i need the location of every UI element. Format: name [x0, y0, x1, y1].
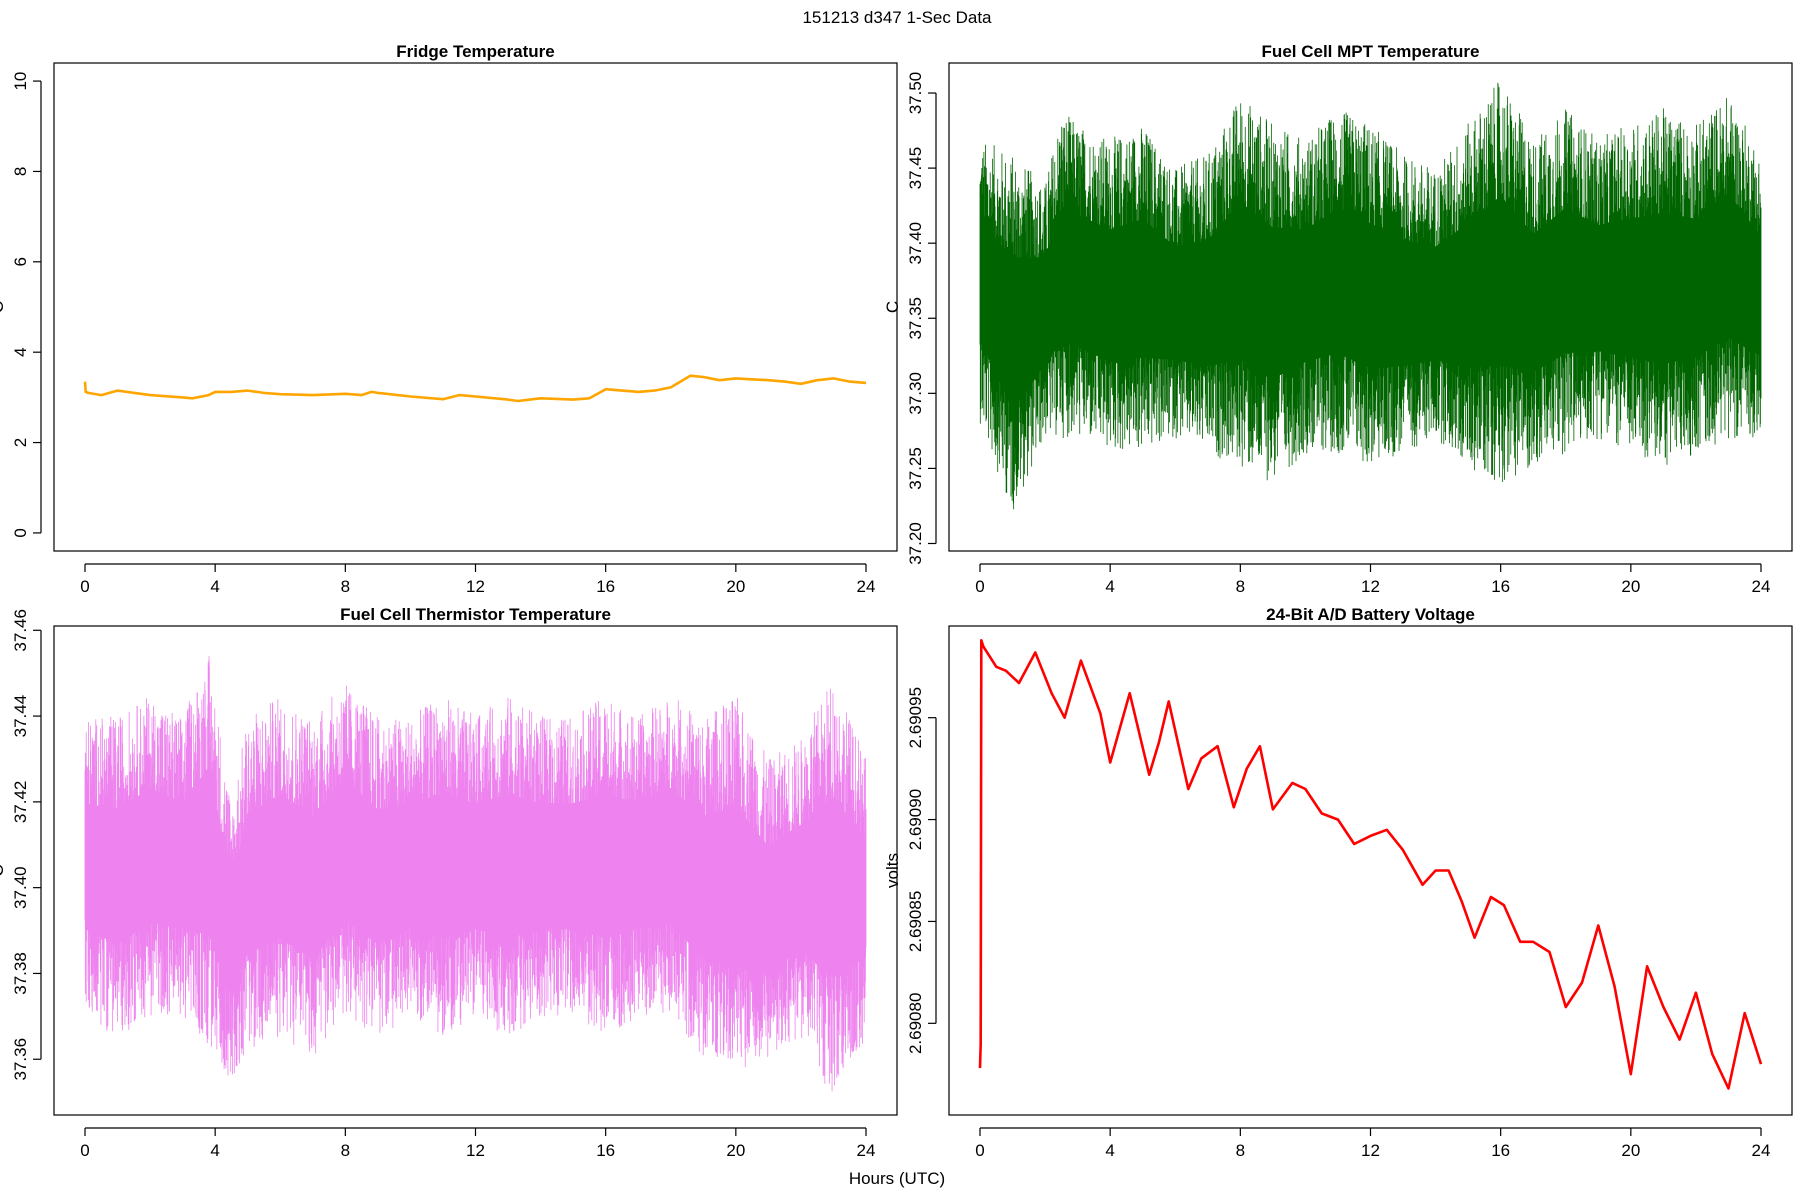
y-tick-label: 8 [11, 167, 30, 176]
x-tick-label: 24 [1752, 577, 1771, 596]
x-tick-label: 8 [1236, 577, 1245, 596]
x-tick-label: 16 [1491, 1141, 1510, 1160]
y-tick-label: 2.69095 [906, 687, 925, 748]
chart-panel-2: Fuel Cell MPT Temperature 0 4 8 12 16 20 24 37.2… [883, 42, 1793, 596]
y-axis-label: C [0, 864, 7, 876]
x-tick-label: 24 [1752, 1141, 1771, 1160]
y-tick-label: 37.40 [906, 222, 925, 265]
plot-frame [948, 625, 1793, 1116]
x-tick-label: 20 [726, 1141, 745, 1160]
y-axis-label: volts [883, 853, 902, 888]
panel-title: Fuel Cell MPT Temperature [1262, 42, 1480, 61]
x-tick-label: 24 [857, 1141, 876, 1160]
x-tick-label: 20 [726, 577, 745, 596]
x-tick-label: 4 [1105, 1141, 1114, 1160]
figure-xlabel: Hours (UTC) [849, 1169, 945, 1188]
panel-title: Fuel Cell Thermistor Temperature [340, 605, 611, 624]
y-tick-label: 0 [11, 528, 30, 537]
y-tick-label: 37.25 [906, 447, 925, 490]
y-tick-label: 2.69090 [906, 789, 925, 850]
x-tick-label: 12 [466, 577, 485, 596]
x-tick-label: 16 [596, 577, 615, 596]
data-group [84, 656, 867, 1092]
panel-title: 24-Bit A/D Battery Voltage [1266, 605, 1475, 624]
y-tick-label: 10 [11, 72, 30, 91]
y-tick-label: 37.44 [11, 695, 30, 738]
figure-title: 151213 d347 1-Sec Data [802, 8, 992, 27]
x-tick-label: 20 [1621, 577, 1640, 596]
x-tick-label: 0 [975, 1141, 984, 1160]
y-tick-label: 6 [11, 257, 30, 266]
plot-frame [53, 625, 898, 1116]
chart-panel-4: 24-Bit A/D Battery Voltage 0 4 8 12 16 20 24 2.6… [883, 605, 1793, 1160]
x-tick-label: 24 [857, 577, 876, 596]
x-tick-label: 0 [80, 1141, 89, 1160]
chart-panel-1: Fridge Temperature048121620240246810C [0, 42, 898, 596]
y-axis-label: C [0, 301, 7, 313]
data-group [978, 638, 1763, 1090]
x-tick-label: 12 [466, 1141, 485, 1160]
data-core-band [85, 767, 866, 991]
x-tick-label: 16 [1491, 577, 1510, 596]
panel-title: Fridge Temperature [396, 42, 554, 61]
y-tick-label: 4 [11, 347, 30, 356]
plot-frame [948, 62, 1793, 552]
y-tick-label: 37.38 [11, 952, 30, 995]
y-tick-label: 37.46 [11, 609, 30, 652]
y-tick-label: 2.69080 [906, 993, 925, 1054]
y-tick-label: 37.20 [906, 522, 925, 565]
y-tick-label: 37.36 [11, 1038, 30, 1081]
y-tick-label: 2 [11, 438, 30, 447]
x-tick-label: 0 [80, 577, 89, 596]
x-tick-label: 12 [1361, 1141, 1380, 1160]
data-group [83, 374, 867, 403]
x-tick-label: 4 [1105, 577, 1114, 596]
x-tick-label: 16 [596, 1141, 615, 1160]
x-tick-label: 4 [210, 577, 219, 596]
data-group [979, 82, 1762, 510]
x-tick-label: 8 [1236, 1141, 1245, 1160]
y-axis-label: C [883, 301, 902, 313]
y-tick-label: 37.35 [906, 297, 925, 340]
y-tick-label: 37.50 [906, 72, 925, 115]
data-line-1 [978, 638, 1763, 1090]
y-tick-label: 37.30 [906, 372, 925, 415]
plot-frame [53, 62, 898, 552]
x-tick-label: 12 [1361, 577, 1380, 596]
y-tick-label: 37.42 [11, 781, 30, 824]
chart-panel-3: Fuel Cell Thermistor Temperature 0 4 8 12 16 2… [0, 605, 898, 1160]
x-tick-label: 8 [341, 577, 350, 596]
y-tick-label: 37.45 [906, 147, 925, 190]
data-line-1 [83, 374, 867, 403]
x-tick-label: 4 [210, 1141, 219, 1160]
y-tick-label: 2.69085 [906, 891, 925, 952]
x-tick-label: 8 [341, 1141, 350, 1160]
x-tick-label: 0 [975, 577, 984, 596]
x-tick-label: 20 [1621, 1141, 1640, 1160]
data-core-band [980, 193, 1761, 409]
y-tick-label: 37.40 [11, 866, 30, 909]
